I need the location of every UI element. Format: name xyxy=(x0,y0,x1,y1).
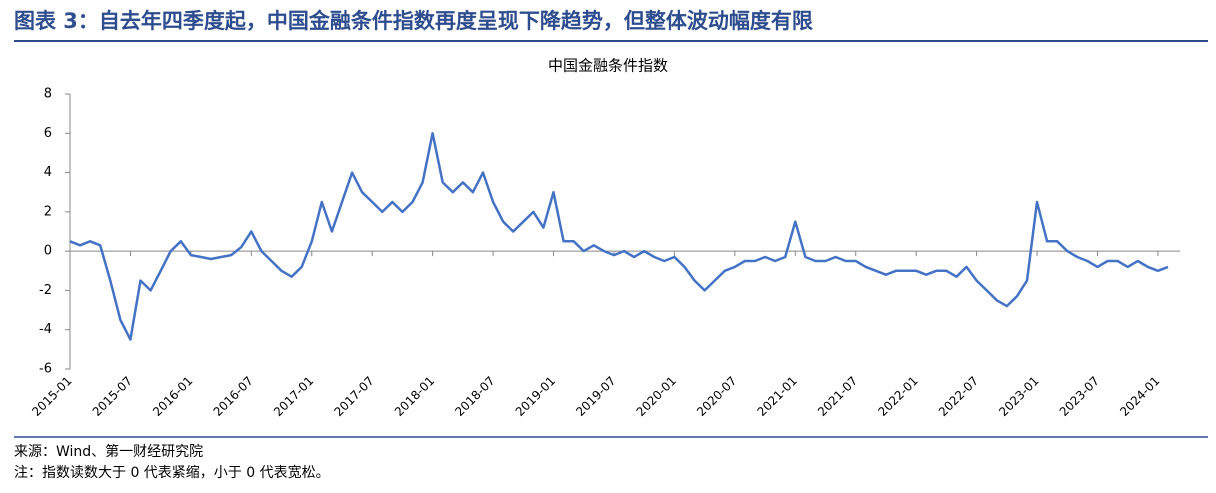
x-tick-label: 2021-01 xyxy=(755,374,800,419)
y-tick-label: -4 xyxy=(39,322,52,337)
x-tick-label: 2020-01 xyxy=(634,374,679,419)
x-tick-label: 2023-07 xyxy=(1057,374,1102,419)
x-tick-label: 2017-07 xyxy=(331,374,376,419)
x-tick-label: 2019-07 xyxy=(573,374,618,419)
x-tick-label: 2019-01 xyxy=(513,374,558,419)
x-tick-label: 2022-01 xyxy=(875,374,920,419)
x-tick-label: 2015-07 xyxy=(90,374,135,419)
x-tick-label: 2017-01 xyxy=(271,374,316,419)
y-tick-label: -2 xyxy=(39,283,52,298)
x-tick-label: 2016-07 xyxy=(211,374,256,419)
x-tick-label: 2024-01 xyxy=(1117,374,1162,419)
y-tick-label: 2 xyxy=(44,204,52,219)
x-tick-label: 2018-07 xyxy=(452,374,497,419)
x-tick-label: 2018-01 xyxy=(392,374,437,419)
chart-title: 中国金融条件指数 xyxy=(548,57,668,75)
x-tick-label: 2015-01 xyxy=(29,374,74,419)
y-tick-label: -6 xyxy=(39,362,52,377)
y-tick-label: 4 xyxy=(44,165,52,180)
x-tick-label: 2021-07 xyxy=(815,374,860,419)
x-tick-label: 2022-07 xyxy=(936,374,981,419)
x-tick-label: 2020-07 xyxy=(694,374,739,419)
footer-source: 来源：Wind、第一财经研究院 xyxy=(14,443,203,460)
header-title: 图表 3：自去年四季度起，中国金融条件指数再度呈现下降趋势，但整体波动幅度有限 xyxy=(14,9,813,33)
y-tick-label: 8 xyxy=(44,87,52,102)
x-tick-label: 2023-01 xyxy=(996,374,1041,419)
y-tick-label: 6 xyxy=(44,126,52,141)
series-line xyxy=(69,132,1169,341)
footer-note: 注：指数读数大于 0 代表紧缩，小于 0 代表宽松。 xyxy=(14,464,330,481)
y-tick-label: 0 xyxy=(44,244,52,259)
x-tick-label: 2016-01 xyxy=(150,374,195,419)
